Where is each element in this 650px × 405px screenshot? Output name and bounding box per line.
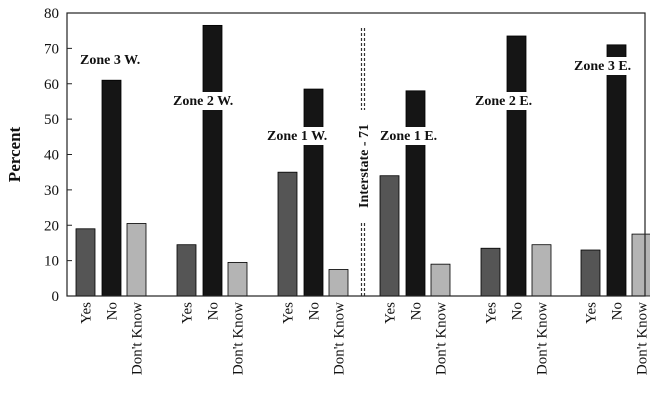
interstate-divider: Interstate - 71: [354, 28, 372, 296]
x-tick-label-zone-1-w-yes: Yes: [281, 302, 297, 324]
bar-zone-3-e-no: [607, 45, 626, 296]
x-tick-label-zone-3-w-don-t-know: Don't Know: [130, 302, 146, 375]
x-tick-label-zone-2-e-no: No: [510, 302, 526, 320]
y-tick-label-80: 80: [44, 6, 59, 22]
bar-zone-1-e-no: [406, 91, 425, 296]
zone-label-zone-3-w: Zone 3 W.: [80, 53, 140, 68]
y-tick-label-20: 20: [44, 218, 59, 234]
zone-label-zone-2-w: Zone 2 W.: [173, 94, 233, 109]
x-tick-label-zone-1-w-no: No: [307, 302, 323, 320]
bar-zone-1-w-don-t-know: [329, 269, 348, 296]
y-tick-label-40: 40: [44, 148, 59, 164]
x-tick-label-zone-1-w-don-t-know: Don't Know: [332, 302, 348, 375]
y-tick-label-50: 50: [44, 112, 59, 128]
x-tick-label-zone-2-w-don-t-know: Don't Know: [231, 302, 247, 375]
bar-zone-3-w-don-t-know: [127, 223, 146, 296]
bar-zone-1-w-no: [304, 89, 323, 296]
bar-zone-2-e-don-t-know: [532, 245, 551, 296]
y-axis-label: Percent: [5, 126, 24, 182]
bar-zone-3-w-yes: [76, 229, 95, 296]
y-tick-label-30: 30: [44, 183, 59, 199]
x-tick-label-zone-1-e-yes: Yes: [383, 302, 399, 324]
bar-zone-2-w-no: [203, 25, 222, 296]
x-tick-label-zone-2-w-no: No: [206, 302, 222, 320]
bar-zone-2-e-yes: [481, 248, 500, 296]
x-tick-label-zone-3-w-yes: Yes: [79, 302, 95, 324]
bar-zone-2-w-don-t-know: [228, 262, 247, 296]
x-tick-label-zone-1-e-no: No: [409, 302, 425, 320]
x-tick-label-zone-3-e-don-t-know: Don't Know: [635, 302, 650, 375]
x-tick-label-zone-3-e-no: No: [610, 302, 626, 320]
bar-zone-1-e-don-t-know: [431, 264, 450, 296]
x-tick-label-zone-3-w-no: No: [105, 302, 121, 320]
x-tick-label-zone-1-e-don-t-know: Don't Know: [434, 302, 450, 375]
zone-label-zone-2-e: Zone 2 E.: [475, 94, 532, 109]
x-tick-label-zone-2-e-yes: Yes: [484, 302, 500, 324]
x-tick-label-zone-2-e-don-t-know: Don't Know: [535, 302, 551, 375]
x-tick-label-zone-2-w-yes: Yes: [180, 302, 196, 324]
bar-zone-2-e-no: [507, 36, 526, 296]
zone-label-zone-1-e: Zone 1 E.: [380, 129, 437, 144]
bar-zone-1-w-yes: [278, 172, 297, 296]
y-tick-label-60: 60: [44, 77, 59, 93]
y-tick-label-0: 0: [52, 289, 60, 305]
bar-zone-3-w-no: [102, 80, 121, 296]
bar-zone-1-e-yes: [380, 176, 399, 296]
zone-label-zone-1-w: Zone 1 W.: [267, 129, 327, 144]
y-tick-label-10: 10: [44, 254, 59, 270]
x-tick-label-zone-3-e-yes: Yes: [584, 302, 600, 324]
y-tick-label-70: 70: [44, 41, 59, 57]
bar-zone-2-w-yes: [177, 245, 196, 296]
zone-label-zone-3-e: Zone 3 E.: [574, 59, 631, 74]
bar-zone-3-e-don-t-know: [632, 234, 650, 296]
bar-zone-3-e-yes: [581, 250, 600, 296]
divider-label: Interstate - 71: [357, 124, 372, 208]
